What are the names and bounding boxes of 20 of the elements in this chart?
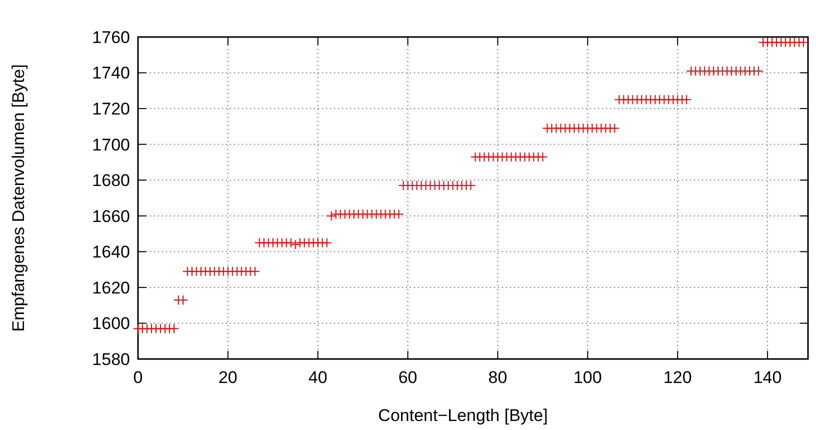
y-tick-label: 1640 [92,242,130,262]
y-tick-label: 1580 [92,350,130,369]
x-axis-title: Content−Length [Byte] [378,406,548,425]
y-tick-label: 1600 [92,314,130,334]
y-tick-label: 1720 [92,100,130,119]
y-tick-label: 1700 [92,135,130,154]
x-tick-label: 40 [308,368,328,387]
y-axis-title: Empfangenes Datenvolumen [Byte] [9,64,28,332]
y-tick-label: 1660 [92,206,130,226]
x-tick-label: 100 [573,368,602,387]
x-tick-label: 80 [488,368,508,387]
x-tick-label: 60 [398,368,418,387]
y-tick-label: 1760 [92,28,130,47]
y-tick-label: 1680 [92,171,130,190]
x-tick-label: 120 [663,368,692,387]
x-tick-label: 20 [218,368,238,387]
x-tick-label: 0 [133,368,143,387]
y-tick-label: 1740 [92,64,130,83]
x-tick-label: 140 [753,368,782,387]
y-tick-label: 1620 [92,278,130,298]
